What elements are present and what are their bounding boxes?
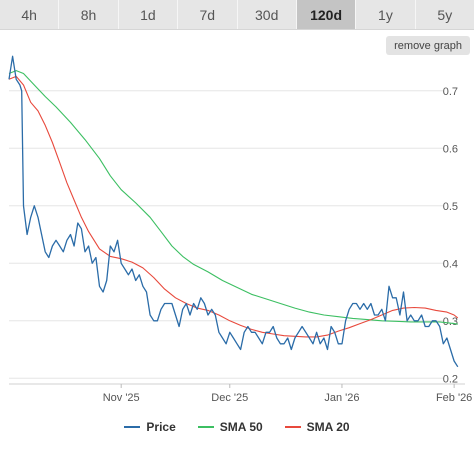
- legend-item-sma20[interactable]: SMA 20: [284, 420, 350, 434]
- tab-120d[interactable]: 120d: [296, 0, 357, 29]
- tab-7d[interactable]: 7d: [178, 0, 238, 29]
- tab-8h[interactable]: 8h: [59, 0, 119, 29]
- y-axis: 0.2 0.3 0.4 0.5 0.6 0.7: [443, 86, 458, 386]
- series-lines: [8, 55, 459, 368]
- legend-label-price: Price: [146, 420, 176, 434]
- tab-1y[interactable]: 1y: [356, 0, 416, 29]
- legend-swatch-sma20: [284, 426, 301, 428]
- x-tick-label: Nov '25: [103, 392, 140, 404]
- chart-legend: Price SMA 50 SMA 20: [0, 420, 474, 434]
- legend-swatch-price: [124, 426, 141, 428]
- x-tick-label: Dec '25: [211, 392, 248, 404]
- x-tick-label: Feb '26: [436, 392, 472, 404]
- y-tick-label: 0.7: [443, 86, 458, 98]
- x-axis: Nov '25 Dec '25 Jan '26 Feb '26: [103, 384, 472, 404]
- x-tick-label: Jan '26: [324, 392, 359, 404]
- remove-graph-button[interactable]: remove graph: [386, 36, 470, 55]
- series-line-sma20: [8, 75, 459, 338]
- legend-swatch-sma50: [197, 426, 214, 428]
- tab-4h[interactable]: 4h: [0, 0, 60, 29]
- series-line-sma50: [8, 70, 458, 325]
- y-tick-label: 0.4: [443, 258, 458, 270]
- legend-item-sma50[interactable]: SMA 50: [197, 420, 263, 434]
- series-line-price: [8, 55, 459, 368]
- y-tick-label: 0.6: [443, 143, 458, 155]
- legend-label-sma20: SMA 20: [306, 420, 350, 434]
- range-tab-bar: 4h 8h 1d 7d 30d 120d 1y 5y: [0, 0, 474, 30]
- tab-30d[interactable]: 30d: [238, 0, 297, 29]
- y-tick-label: 0.5: [443, 201, 458, 213]
- tab-5y[interactable]: 5y: [437, 6, 453, 23]
- legend-item-price[interactable]: Price: [124, 420, 176, 434]
- tab-1d[interactable]: 1d: [119, 0, 179, 29]
- legend-label-sma50: SMA 50: [219, 420, 263, 434]
- grid-lines: [9, 90, 465, 385]
- y-tick-label: 0.2: [443, 373, 458, 385]
- y-tick-label: 0.3: [443, 316, 458, 328]
